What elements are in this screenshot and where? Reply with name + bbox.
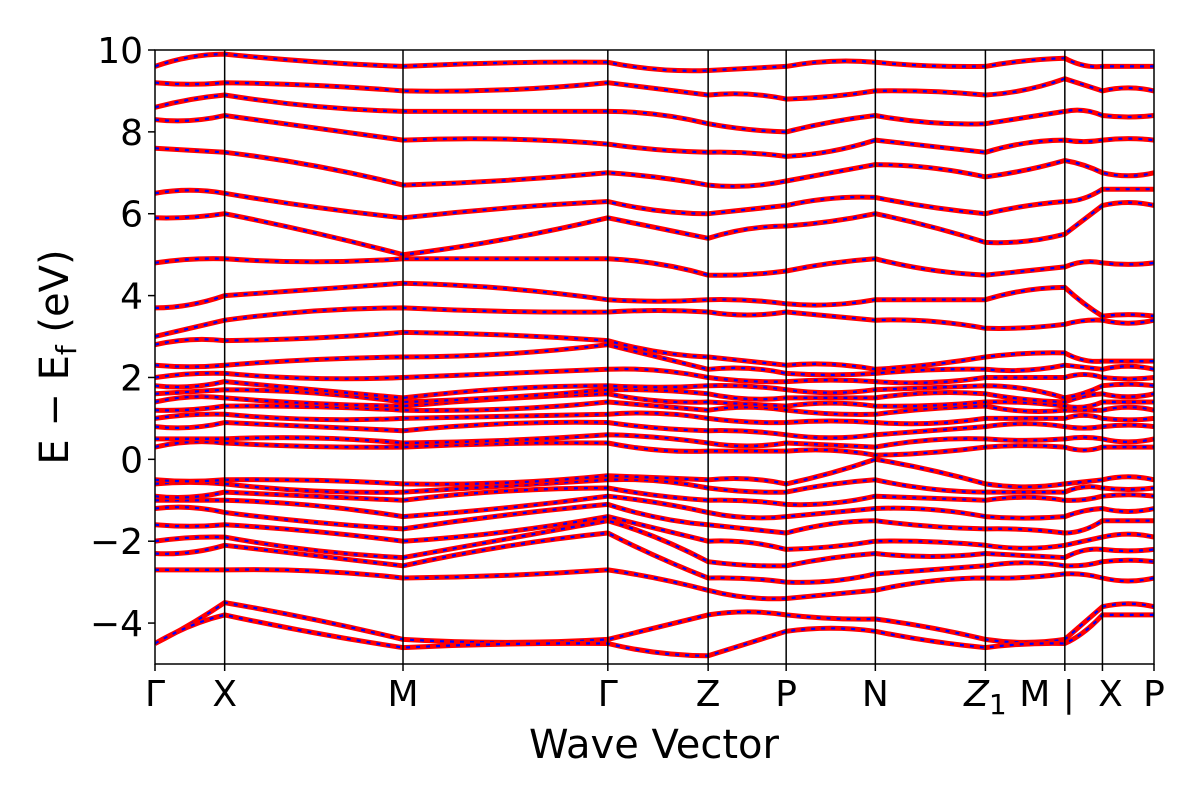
band-24-dashed bbox=[155, 257, 1154, 277]
band-3-solid bbox=[155, 530, 1154, 585]
y-axis-title: E − Ef (eV) bbox=[32, 249, 83, 464]
band-4-dashed bbox=[155, 519, 1154, 568]
band-28-dashed bbox=[155, 114, 1154, 158]
x-axis-title: Wave Vector bbox=[529, 722, 780, 768]
y-axis-title-main: E − E bbox=[32, 355, 78, 465]
y-tick-label-0: −4 bbox=[90, 604, 143, 645]
band-7-dashed bbox=[155, 495, 1154, 520]
y-axis-title-subscript: f bbox=[50, 344, 83, 355]
band-2-dashed bbox=[155, 568, 1154, 600]
band-20-dashed bbox=[155, 343, 1154, 376]
y-axis-title-unit: (eV) bbox=[32, 249, 78, 345]
bands-layer bbox=[155, 51, 1154, 659]
x-tick-label-2: M bbox=[387, 674, 418, 715]
band-26-solid bbox=[155, 186, 1154, 221]
x-axis-ticks: Γ X M Γ Z P N Z1 M | X P bbox=[145, 664, 1165, 721]
x-tick-label-5: P bbox=[775, 674, 797, 715]
band-5-dashed bbox=[155, 515, 1154, 551]
y-tick-label-2: 0 bbox=[120, 440, 143, 481]
band-10-dashed bbox=[155, 458, 1154, 488]
y-tick-label-6: 8 bbox=[120, 113, 143, 154]
band-11-solid bbox=[155, 439, 1154, 458]
high-symmetry-lines bbox=[223, 50, 1104, 664]
x-tick-label-9: | bbox=[1063, 674, 1075, 715]
band-25-dashed bbox=[155, 201, 1154, 256]
x-tick-label-10: X bbox=[1098, 674, 1123, 715]
band-1-dashed bbox=[155, 613, 1154, 657]
x-tick-label-1: X bbox=[212, 674, 237, 715]
x-tick-label-6: N bbox=[862, 674, 889, 715]
band-23-dashed bbox=[155, 282, 1154, 318]
x-tick-label-0: Γ bbox=[145, 674, 165, 715]
y-tick-label-7: 10 bbox=[97, 31, 143, 72]
y-tick-label-1: −2 bbox=[90, 522, 143, 563]
band-3-dashed bbox=[155, 531, 1154, 584]
x-tick-label-7: Z1 bbox=[963, 674, 1007, 721]
band-27-solid bbox=[155, 145, 1154, 189]
band-30-dashed bbox=[155, 77, 1154, 101]
band-0-solid bbox=[155, 600, 1154, 646]
plot-frame bbox=[154, 49, 1155, 665]
band-0-dashed bbox=[155, 601, 1154, 645]
y-tick-label-3: 2 bbox=[120, 358, 143, 399]
y-tick-label-4: 4 bbox=[120, 277, 143, 318]
band-2-solid bbox=[155, 567, 1154, 602]
band-27-dashed bbox=[155, 147, 1154, 188]
band-6-dashed bbox=[155, 503, 1154, 535]
x-tick-label-4: Z bbox=[696, 674, 721, 715]
x-tick-label-11: P bbox=[1143, 674, 1165, 715]
y-axis-ticks: −4 −2 0 2 4 6 8 10 bbox=[90, 31, 155, 645]
x-tick-label-8: M bbox=[1019, 674, 1050, 715]
band-21-dashed bbox=[155, 331, 1154, 371]
y-tick-label-5: 6 bbox=[120, 195, 143, 236]
band-29-dashed bbox=[155, 93, 1154, 134]
band-26-dashed bbox=[155, 188, 1154, 219]
band-1-solid bbox=[155, 612, 1154, 659]
x-tick-label-3: Γ bbox=[598, 674, 618, 715]
